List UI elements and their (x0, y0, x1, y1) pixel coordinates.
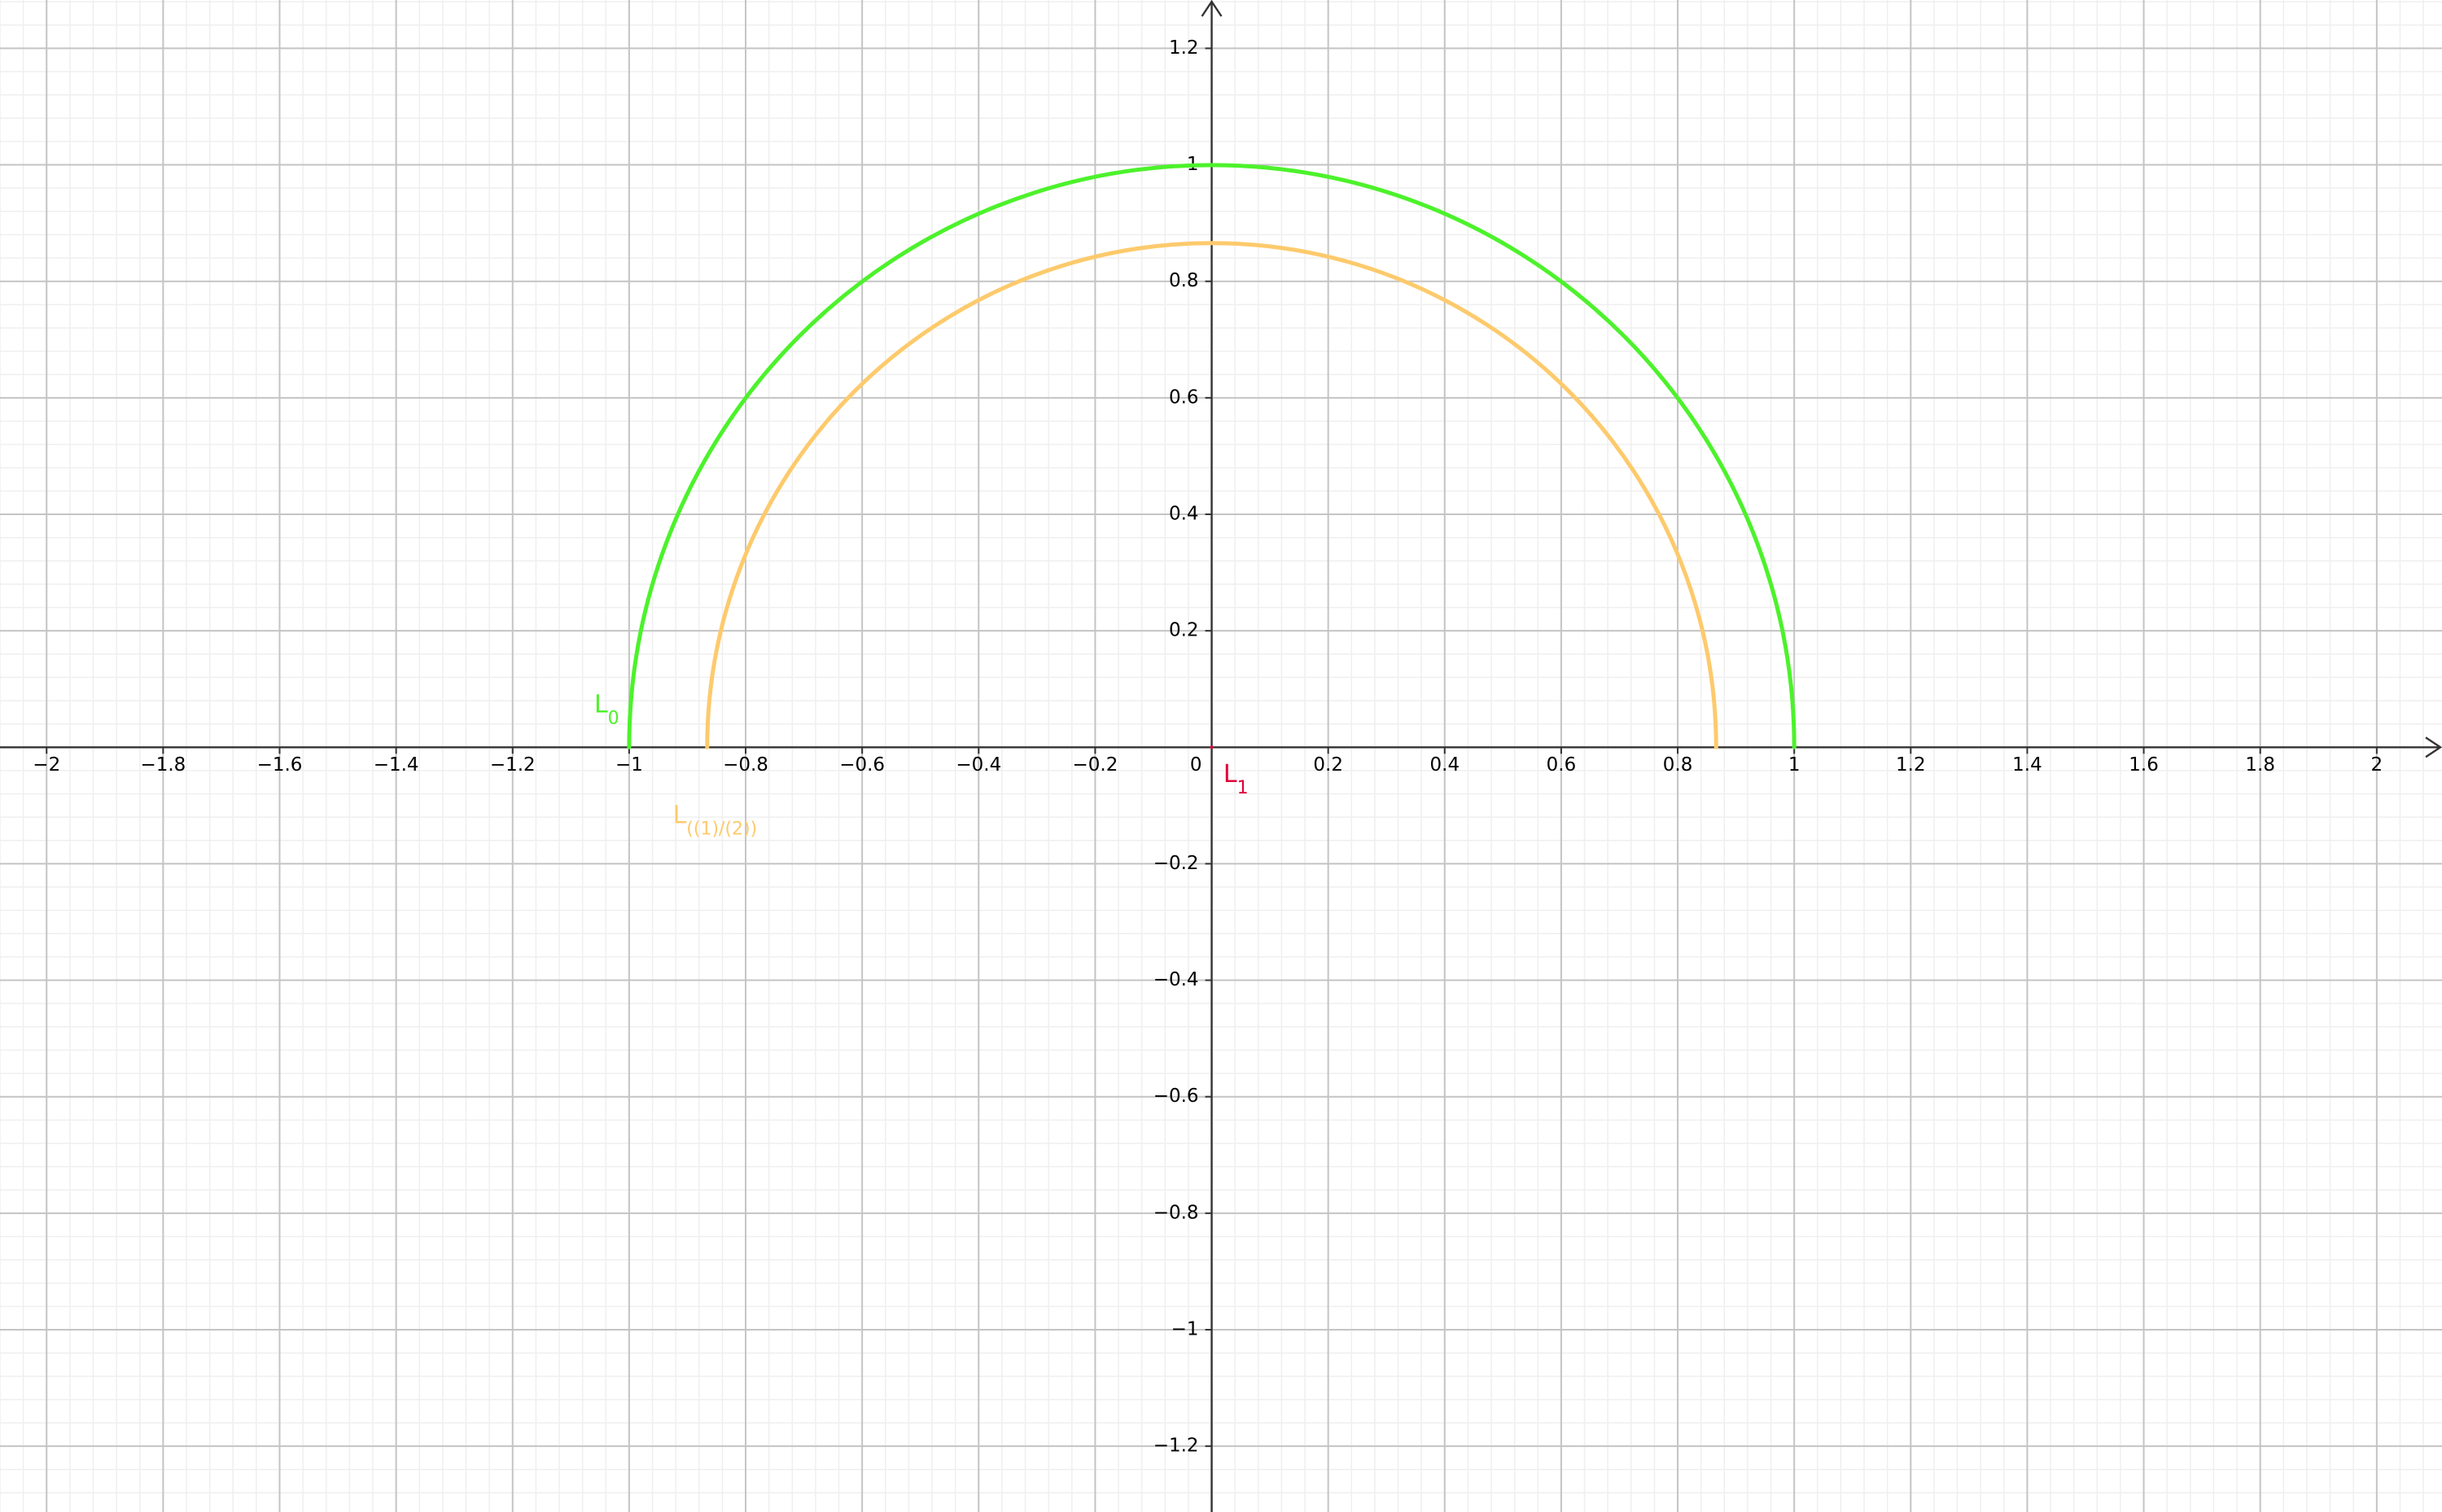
y-axis-arrow (1201, 0, 1223, 17)
x-tick-label: 0.8 (1663, 754, 1693, 776)
x-tick-label: −2 (33, 754, 60, 776)
x-tick-label: −0.4 (956, 754, 1001, 776)
x-tick-label: −1 (615, 754, 643, 776)
x-tick-label: 1.4 (2012, 754, 2042, 776)
label-subscript: 1 (1237, 778, 1249, 798)
x-tick-label: 1 (1788, 754, 1801, 776)
y-tick-label: 0.4 (1169, 503, 1199, 524)
x-tick-label: 0.6 (1547, 754, 1577, 776)
x-tick-label: 1.2 (1896, 754, 1926, 776)
x-tick-label: 2 (2371, 754, 2383, 776)
x-tick-label: −0.6 (839, 754, 885, 776)
x-tick-label: 1.6 (2129, 754, 2159, 776)
label-name: L (673, 801, 687, 829)
y-tick-label: −1 (1171, 1318, 1199, 1339)
x-tick-label: −1.2 (490, 754, 536, 776)
curve-label: L((1)/(2)) (673, 801, 758, 839)
curve (705, 242, 1718, 749)
y-tick-label: −0.4 (1153, 969, 1199, 990)
curves: L0L((1)/(2))L1 (594, 163, 1796, 839)
x-tick-label: −1.4 (374, 754, 419, 776)
y-tick-label: 0.6 (1169, 387, 1199, 408)
x-tick-label: 1.8 (2245, 754, 2275, 776)
label-name: L (1223, 760, 1237, 789)
x-tick-label: −0.8 (723, 754, 768, 776)
x-tick-label: 0 (1190, 754, 1202, 776)
label-name: L (594, 690, 608, 719)
x-tick-label: 0.4 (1430, 754, 1460, 776)
x-tick-label: −1.6 (257, 754, 303, 776)
y-tick-label: −0.6 (1153, 1086, 1199, 1107)
y-tick-label: −0.2 (1153, 853, 1199, 874)
y-tick-label: −0.8 (1153, 1202, 1199, 1223)
curve (627, 163, 1796, 749)
x-tick-label: −1.8 (140, 754, 186, 776)
y-tick-label: 0.2 (1169, 620, 1199, 641)
x-axis-arrow (2425, 736, 2442, 758)
x-tick-label: 0.2 (1313, 754, 1343, 776)
curve-label: L1 (1223, 760, 1249, 798)
y-tick-label: 0.8 (1169, 270, 1199, 291)
label-subscript: 0 (608, 708, 619, 728)
x-tick-label: −0.2 (1072, 754, 1118, 776)
y-tick-label: 1.2 (1169, 37, 1199, 59)
y-tick-label: −1.2 (1153, 1436, 1199, 1457)
label-subscript: ((1)/(2)) (686, 819, 757, 839)
curve-label: L0 (594, 690, 619, 728)
